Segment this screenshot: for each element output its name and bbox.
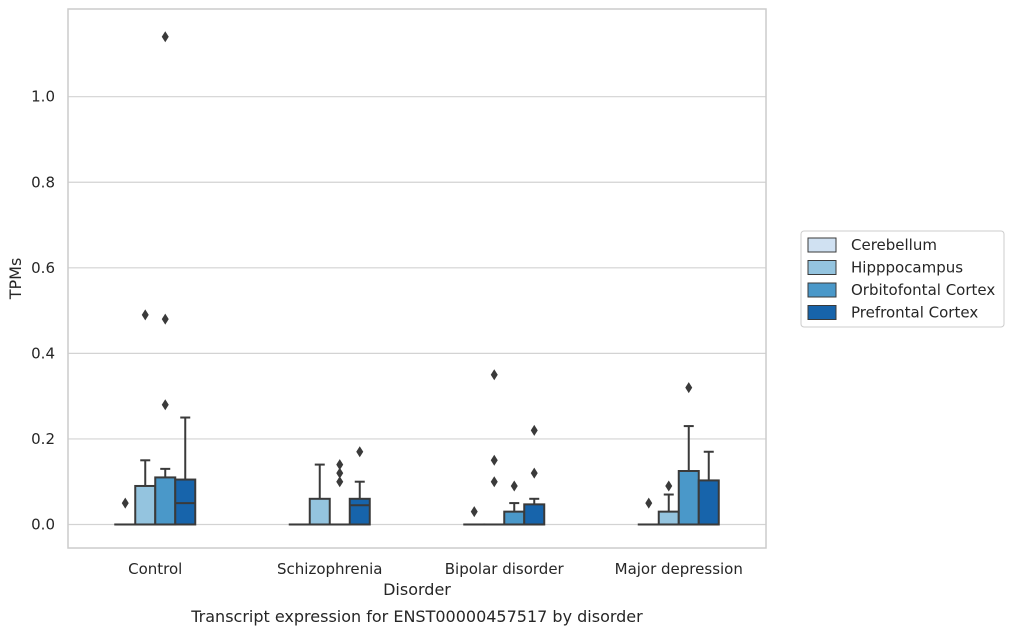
- legend-label: Prefrontal Cortex: [851, 304, 978, 322]
- box-body: [697, 479, 720, 526]
- y-tick-label: 0.6: [31, 259, 55, 277]
- legend-label: Orbitofontal Cortex: [851, 281, 995, 299]
- box-body: [677, 470, 700, 526]
- legend-swatch: [807, 282, 837, 298]
- outlier-point: [161, 313, 169, 325]
- box: [503, 480, 526, 526]
- y-tick-labels: 0.0 0.2 0.4 0.6 0.8 1.0: [31, 88, 55, 534]
- plot-frame: [67, 8, 767, 549]
- legend: Cerebellum Hipppocampus Orbitofontal Corte…: [800, 230, 1005, 328]
- outlier-point: [470, 506, 478, 518]
- y-tick-label: 1.0: [31, 88, 55, 106]
- y-tick-label: 0.0: [31, 515, 55, 533]
- outlier-point: [356, 446, 364, 458]
- box: [657, 480, 680, 526]
- box: [308, 463, 331, 526]
- box: [174, 416, 197, 526]
- grid-lines: [68, 96, 766, 526]
- outlier-point: [665, 480, 673, 492]
- box: [637, 497, 660, 526]
- outlier-point: [336, 459, 344, 471]
- y-tick-label: 0.2: [31, 430, 55, 448]
- box-body: [174, 478, 197, 526]
- y-axis-label: TPMs: [6, 258, 25, 301]
- outlier-point: [141, 309, 149, 321]
- outlier-point: [161, 399, 169, 411]
- box: [328, 459, 351, 526]
- legend-label: Cerebellum: [851, 236, 937, 254]
- box: [348, 446, 371, 526]
- box-marks: [114, 31, 720, 526]
- legend-label: Hipppocampus: [851, 259, 963, 277]
- box: [463, 506, 486, 526]
- box-body: [657, 510, 680, 526]
- box: [483, 369, 506, 526]
- box: [677, 382, 700, 526]
- box: [134, 309, 157, 526]
- box-body: [134, 484, 157, 526]
- outlier-point: [530, 424, 538, 436]
- legend-swatch: [807, 305, 837, 320]
- box: [154, 31, 177, 526]
- x-tick-label: Major depression: [615, 560, 743, 578]
- x-tick-label: Control: [128, 560, 182, 578]
- x-tick-labels: Control Schizophrenia Bipolar disorder Majo…: [128, 560, 743, 578]
- outlier-point: [161, 31, 169, 43]
- y-tick-label: 0.4: [31, 344, 55, 362]
- box-body: [503, 510, 526, 526]
- outlier-point: [336, 467, 344, 479]
- legend-swatch: [807, 260, 837, 275]
- outlier-point: [490, 369, 498, 381]
- y-tick-label: 0.8: [31, 173, 55, 191]
- outlier-point: [510, 480, 518, 492]
- x-tick-label: Bipolar disorder: [445, 560, 565, 578]
- box-body: [523, 503, 546, 526]
- box-body: [348, 497, 371, 526]
- outlier-point: [685, 382, 693, 394]
- box: [697, 450, 720, 526]
- box: [523, 424, 546, 526]
- box-body: [154, 476, 177, 526]
- outlier-point: [530, 467, 538, 479]
- x-axis-label: Disorder: [383, 580, 451, 599]
- outlier-point: [490, 476, 498, 488]
- chart-caption: Transcript expression for ENST0000045751…: [190, 607, 643, 626]
- legend-frame: [800, 230, 1005, 328]
- box-body: [308, 497, 331, 526]
- box: [114, 497, 137, 526]
- outlier-point: [490, 454, 498, 466]
- x-tick-label: Schizophrenia: [277, 560, 382, 578]
- outlier-point: [121, 497, 129, 509]
- outlier-point: [645, 497, 653, 509]
- outlier-point: [336, 476, 344, 488]
- legend-swatch: [807, 237, 837, 253]
